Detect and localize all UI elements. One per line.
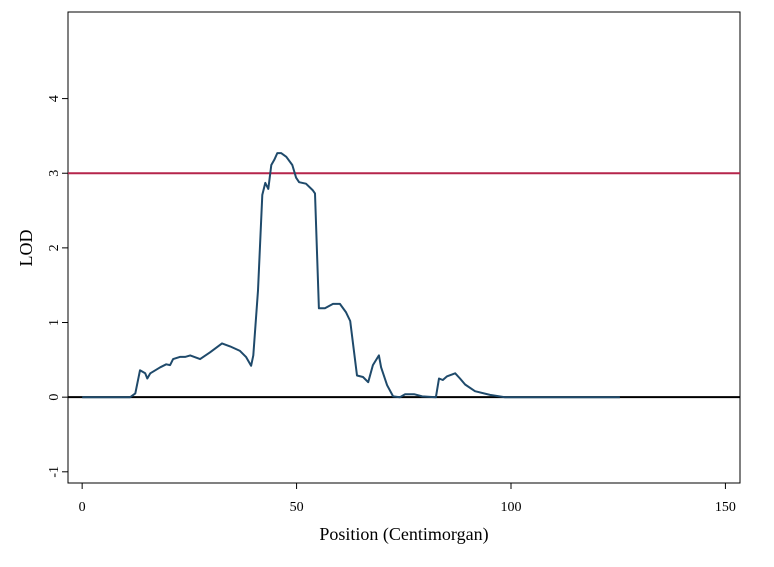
y-tick-label: 0 xyxy=(47,394,62,401)
x-tick-label: 100 xyxy=(500,500,521,515)
lod-curve xyxy=(82,152,620,399)
plot-frame xyxy=(67,11,741,484)
y-tick-label: -1 xyxy=(47,466,62,478)
x-tick-label: 50 xyxy=(290,500,304,515)
x-tick-label: 150 xyxy=(715,500,736,515)
y-axis-label: LOD xyxy=(16,230,36,267)
y-tick-label: 3 xyxy=(47,170,62,177)
y-tick-label: 4 xyxy=(47,95,62,102)
y-tick-label: 1 xyxy=(47,319,62,326)
x-tick-label: 0 xyxy=(79,500,86,515)
y-tick-label: 2 xyxy=(47,244,62,251)
x-axis-label: Position (Centimorgan) xyxy=(319,524,488,545)
